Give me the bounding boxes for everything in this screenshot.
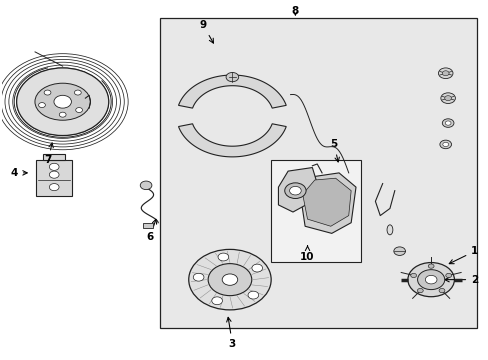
Circle shape — [218, 253, 228, 261]
Circle shape — [17, 68, 108, 135]
Circle shape — [140, 181, 152, 190]
Bar — [36, 161, 72, 196]
Polygon shape — [178, 124, 285, 157]
Circle shape — [54, 95, 71, 108]
Circle shape — [289, 186, 301, 195]
Bar — [159, 18, 476, 328]
Circle shape — [251, 264, 262, 272]
Circle shape — [442, 142, 447, 147]
Circle shape — [393, 247, 405, 256]
Circle shape — [44, 90, 51, 95]
Circle shape — [284, 183, 305, 198]
Circle shape — [49, 184, 59, 191]
Text: 9: 9 — [199, 20, 213, 43]
Text: 2: 2 — [444, 275, 477, 285]
Circle shape — [247, 291, 258, 299]
Ellipse shape — [386, 225, 392, 235]
Text: 8: 8 — [291, 6, 299, 16]
Circle shape — [188, 249, 271, 310]
Circle shape — [74, 90, 81, 95]
Text: 10: 10 — [300, 246, 314, 261]
Circle shape — [444, 121, 450, 125]
Polygon shape — [178, 75, 285, 108]
Circle shape — [440, 93, 454, 103]
Circle shape — [442, 71, 448, 76]
Circle shape — [442, 119, 453, 127]
Circle shape — [425, 275, 436, 284]
Circle shape — [76, 108, 82, 113]
Circle shape — [407, 262, 453, 297]
Circle shape — [208, 264, 251, 296]
Text: 5: 5 — [330, 139, 339, 162]
Circle shape — [410, 273, 416, 278]
Circle shape — [438, 68, 452, 78]
Text: 7: 7 — [44, 143, 53, 166]
Circle shape — [427, 264, 433, 268]
Circle shape — [193, 273, 203, 281]
Circle shape — [417, 288, 423, 293]
Polygon shape — [302, 178, 350, 226]
Circle shape — [222, 274, 237, 285]
Circle shape — [39, 103, 45, 108]
Bar — [271, 161, 360, 262]
Bar — [142, 224, 153, 228]
Circle shape — [225, 72, 238, 82]
Text: 1: 1 — [448, 246, 477, 264]
Polygon shape — [278, 167, 317, 212]
Circle shape — [445, 273, 451, 278]
Text: 4: 4 — [11, 168, 27, 178]
Circle shape — [417, 270, 444, 289]
Circle shape — [49, 163, 59, 170]
Circle shape — [59, 112, 66, 117]
Circle shape — [49, 171, 59, 178]
Text: 6: 6 — [146, 219, 156, 242]
Circle shape — [439, 140, 450, 149]
Text: 3: 3 — [226, 317, 236, 349]
Ellipse shape — [35, 83, 90, 120]
Polygon shape — [300, 173, 355, 233]
Circle shape — [438, 288, 444, 293]
Bar — [43, 154, 65, 161]
Circle shape — [211, 297, 222, 305]
Circle shape — [444, 96, 450, 101]
